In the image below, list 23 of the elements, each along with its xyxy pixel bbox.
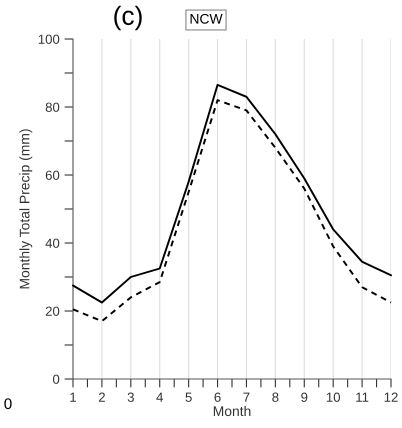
x-tick-label: 8 xyxy=(272,392,278,402)
y-tick-label: 40 xyxy=(45,238,60,248)
x-tick-label: 11 xyxy=(356,392,368,402)
x-tick-label: 1 xyxy=(70,392,76,402)
y-tick-label: 80 xyxy=(46,102,60,112)
x-tick-label: 10 xyxy=(326,392,340,402)
x-tick-label: 4 xyxy=(156,392,164,402)
chart-subtitle: NCW xyxy=(190,14,223,24)
x-tick-label: 9 xyxy=(301,392,308,402)
y-tick-label: 20 xyxy=(46,306,60,316)
x-tick-label: 2 xyxy=(98,392,105,402)
y-tick-label: 0 xyxy=(52,374,60,384)
x-tick-label: 5 xyxy=(185,392,192,402)
y-tick-label: 60 xyxy=(46,170,60,180)
x-axis-title: Month xyxy=(214,406,250,416)
x-tick-label: 6 xyxy=(214,392,221,402)
y-axis-title: Monthly Total Precip (mm) xyxy=(19,129,32,288)
x-tick-label: 12 xyxy=(384,392,398,402)
chart-title: (c) xyxy=(114,6,142,30)
x-tick-label: 3 xyxy=(128,392,134,402)
x-tick-label: 7 xyxy=(243,392,250,402)
text: 0 xyxy=(4,398,12,410)
y-tick-label: 100 xyxy=(38,34,60,44)
